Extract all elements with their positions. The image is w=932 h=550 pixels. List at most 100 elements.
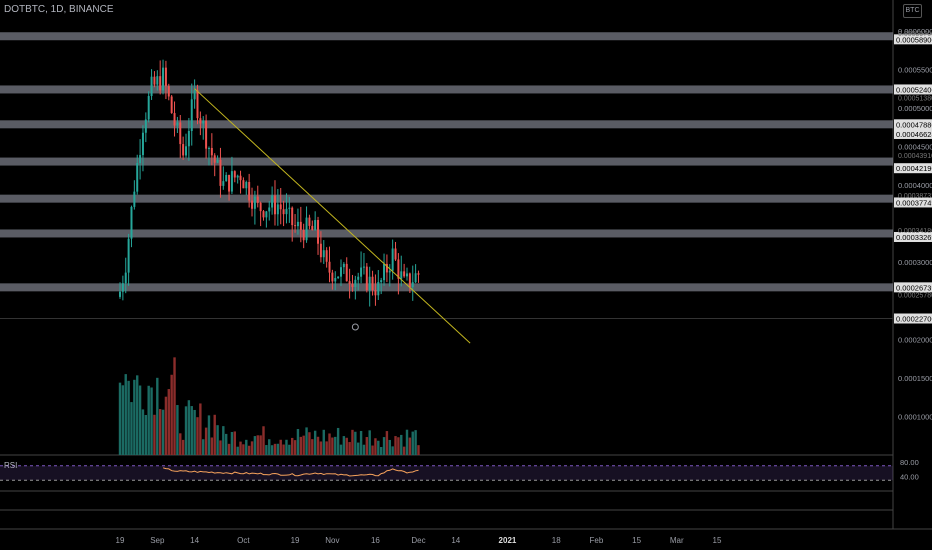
candle-body <box>251 200 254 209</box>
volume-bar <box>345 437 348 455</box>
volume-bar <box>368 430 371 455</box>
sr-band <box>0 120 893 129</box>
sr-label-box <box>894 128 932 139</box>
volume-bar <box>354 431 357 455</box>
sr-hidden-label: 0.00038732 <box>898 193 932 200</box>
sr-hidden-label: 0.00034186 <box>898 228 932 235</box>
volume-bar <box>173 357 176 455</box>
symbol-exchange: BINANCE <box>69 4 114 15</box>
volume-bars <box>118 357 420 455</box>
volume-bar <box>199 403 202 455</box>
candle-body <box>282 209 285 215</box>
symbol-name: DOTBTC <box>4 4 46 15</box>
volume-bar <box>279 439 282 455</box>
sr-label-box <box>894 34 932 45</box>
volume-bar <box>316 436 320 455</box>
candle-body <box>403 271 406 277</box>
candle-body <box>153 76 156 85</box>
candle-body <box>259 202 262 212</box>
candle-body <box>124 272 127 284</box>
volume-bar <box>362 444 366 455</box>
candle-body <box>345 263 348 282</box>
volume-bar <box>179 433 182 455</box>
sr-label-box <box>894 84 932 95</box>
time-tick: 15 <box>713 536 722 545</box>
volume-bar <box>158 409 162 455</box>
time-tick: Dec <box>411 536 425 545</box>
volume-bar <box>313 430 317 455</box>
candle-body <box>276 204 279 215</box>
volume-bar <box>405 429 409 455</box>
candle-body <box>139 155 142 164</box>
volume-bar <box>334 436 337 455</box>
candle-body <box>360 267 363 277</box>
candle-body <box>176 122 179 126</box>
volume-bar <box>305 427 308 455</box>
volume-bar <box>187 400 191 455</box>
sr-label-box <box>894 197 932 208</box>
volume-bar <box>357 442 360 455</box>
sr-label: 0.00037749 <box>896 198 932 207</box>
currency-badge[interactable]: BTC <box>903 4 922 18</box>
candle-body <box>136 163 139 192</box>
candle-body <box>339 267 342 277</box>
volume-bar <box>371 445 374 455</box>
time-tick: Nov <box>325 536 339 545</box>
candle-body <box>325 250 328 262</box>
rsi-band <box>0 465 893 481</box>
candle-body <box>236 175 239 178</box>
candle-body <box>262 211 265 218</box>
volume-bar <box>328 433 331 455</box>
candle-body <box>391 248 394 271</box>
candle-body <box>162 67 165 91</box>
candle-body <box>305 217 308 241</box>
volume-bar <box>308 432 311 455</box>
volume-bar <box>351 429 354 455</box>
candle-body <box>368 276 371 291</box>
candle-body <box>279 204 282 210</box>
candle-body <box>322 250 325 258</box>
candle-body <box>374 290 377 296</box>
symbol-header[interactable]: DOTBTC, 1D, BINANCE <box>4 4 114 15</box>
candle-body <box>265 211 268 218</box>
candle-body <box>119 291 121 297</box>
volume-bar <box>118 382 122 455</box>
time-tick: Feb <box>590 536 604 545</box>
candle-body <box>196 90 199 119</box>
time-tick: 16 <box>371 536 380 545</box>
volume-bar <box>299 436 303 455</box>
sr-label: 0.00058900 <box>896 35 932 44</box>
candle-body <box>271 195 274 208</box>
volume-bar <box>207 415 211 455</box>
time-tick: Mar <box>670 536 684 545</box>
volume-bar <box>190 406 193 455</box>
candle-body <box>285 208 288 215</box>
volume-bar <box>245 439 248 455</box>
volume-bar <box>270 445 274 455</box>
candle-body <box>222 181 225 186</box>
candle-body <box>193 90 196 100</box>
trendline <box>194 88 471 344</box>
candle-body <box>337 276 340 278</box>
candle-body <box>417 273 420 275</box>
sr-band <box>0 85 893 94</box>
volume-bar <box>397 437 400 455</box>
volume-bar <box>385 431 389 455</box>
candle-body <box>331 272 334 282</box>
volume-bar <box>311 439 314 455</box>
candle-body <box>268 207 271 212</box>
time-tick: 19 <box>291 536 300 545</box>
sr-label-box <box>894 163 932 174</box>
volume-bar <box>233 431 236 455</box>
candle-body <box>406 273 408 277</box>
volume-bar <box>374 438 377 455</box>
volume-bar <box>262 426 265 455</box>
volume-bar <box>213 414 216 455</box>
candle-body <box>239 175 242 181</box>
sr-label: 0.00046628 <box>896 130 932 139</box>
candle-body <box>351 284 354 288</box>
